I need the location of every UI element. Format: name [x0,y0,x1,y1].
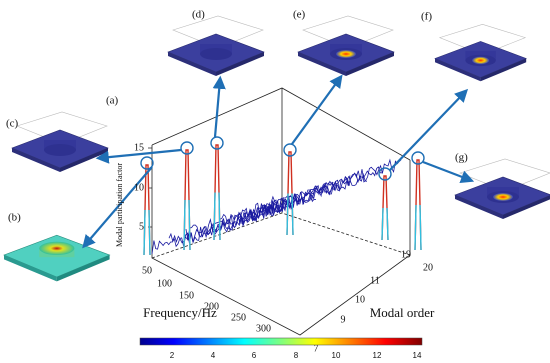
callouts [82,74,475,249]
spectrum-peak-base [183,199,191,251]
x-ticks: 50 100 150 200 250 300 [142,265,271,334]
tick-label: 150 [179,290,194,301]
tick-label: 10 [134,182,144,193]
tick-label: 50 [142,265,152,276]
tick-label: 300 [256,323,271,334]
tick-label: 200 [204,301,219,312]
mode-shape-d [167,15,265,77]
tick-label: 10 [355,294,365,305]
spectrum-peak-base [286,193,294,236]
spectra [143,144,422,256]
tick-label: 20 [423,262,433,273]
colorbar-tick: 8 [294,351,299,360]
spectrum-peak-base [381,207,389,241]
spectrum-peak-base [143,209,151,256]
mode-shape-e [297,15,395,77]
spectrum-line [219,175,351,228]
mode-shape-f [434,23,527,82]
tick-label: 5 [139,221,144,232]
colorbar-tick: 2 [170,351,175,360]
panel-label: (a) [106,95,119,107]
mode-shape-c [11,111,109,173]
panel-labels: (a) (b) (c) (d) (e) (f) (g) [6,9,468,224]
tick-label: 7 [314,343,319,354]
tick-label: 15 [134,142,144,153]
mode-shape-g [454,158,550,220]
panel-label: (g) [455,152,468,164]
spectrum-line [270,158,402,208]
axes-box [148,87,411,336]
colorbar-tick: 6 [252,351,257,360]
mode-shape-b [3,234,111,282]
spectrum-peak-base [213,192,221,241]
panel-label: (b) [8,212,21,224]
x-axis-label: Frequency/Hz [143,305,217,320]
panel-label: (e) [293,9,306,21]
colorbar-tick: 4 [211,351,216,360]
spectrum-line [151,202,283,255]
tick-label: 250 [231,312,246,323]
colorbar-tick: 14 [413,351,422,360]
y-ticks: 7 9 10 11 19 20 [314,249,434,354]
panel-label: (f) [421,11,432,23]
panel-label: (d) [192,9,205,21]
colorbar-tick: 12 [373,351,382,360]
y-axis-label: Modal order [370,305,435,320]
panel-label: (c) [6,118,19,130]
tick-label: 19 [401,249,411,260]
z-ticks: 5 10 15 [134,142,144,232]
z-axis-label: Modal participation factor [115,163,124,247]
spectrum-line [253,166,385,217]
tick-label: 9 [341,314,346,325]
colorbar-tick: 10 [332,351,341,360]
tick-label: 11 [370,275,380,286]
colorbar: 2 4 6 8 10 12 14 [139,337,423,360]
tick-label: 100 [157,278,172,289]
spectrum-peak-base [414,204,422,251]
